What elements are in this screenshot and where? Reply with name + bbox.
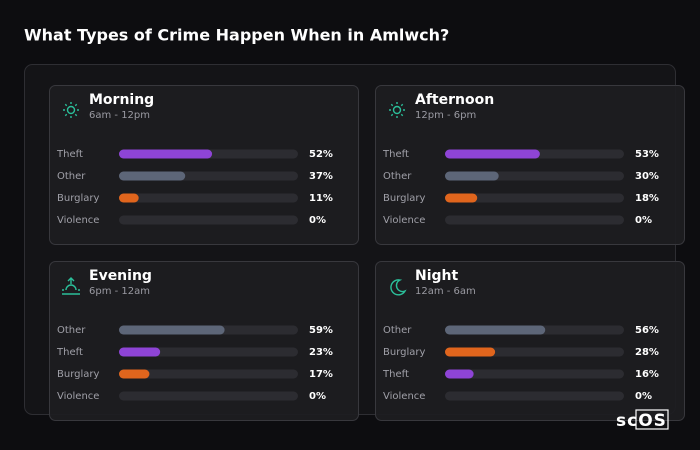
value-label: 30% bbox=[635, 171, 659, 182]
panel bbox=[375, 85, 685, 245]
bar bbox=[445, 347, 496, 357]
value-label: 23% bbox=[309, 347, 333, 358]
value-label: 0% bbox=[635, 391, 652, 402]
bar bbox=[119, 369, 150, 379]
bar bbox=[119, 149, 213, 159]
value-label: 59% bbox=[309, 325, 333, 336]
logo: scOS bbox=[616, 411, 667, 431]
bar bbox=[445, 325, 546, 335]
panel bbox=[49, 85, 359, 245]
sun-icon bbox=[389, 102, 405, 118]
bar bbox=[445, 171, 499, 181]
value-label: 56% bbox=[635, 325, 659, 336]
panel-subtitle: 12pm - 6pm bbox=[415, 110, 476, 121]
category-label: Violence bbox=[57, 215, 99, 226]
category-label: Theft bbox=[382, 149, 409, 160]
category-label: Other bbox=[57, 325, 86, 336]
bar-track bbox=[445, 193, 624, 203]
category-label: Burglary bbox=[383, 193, 425, 204]
panel bbox=[375, 261, 685, 421]
bar-track bbox=[445, 391, 624, 401]
category-label: Other bbox=[57, 171, 86, 182]
category-label: Theft bbox=[382, 369, 409, 380]
value-label: 17% bbox=[309, 369, 333, 380]
bar-track bbox=[119, 369, 298, 379]
sunrise-icon bbox=[62, 277, 80, 295]
moon-icon bbox=[390, 279, 407, 296]
value-label: 11% bbox=[309, 193, 333, 204]
category-label: Burglary bbox=[57, 193, 99, 204]
bar-track bbox=[445, 215, 624, 225]
panel-title: Afternoon bbox=[415, 92, 494, 108]
value-label: 0% bbox=[309, 215, 326, 226]
value-label: 28% bbox=[635, 347, 659, 358]
value-label: 0% bbox=[309, 391, 326, 402]
bar bbox=[119, 193, 139, 203]
category-label: Burglary bbox=[57, 369, 99, 380]
panel-subtitle: 6am - 12pm bbox=[89, 110, 150, 121]
value-label: 53% bbox=[635, 149, 659, 160]
value-label: 52% bbox=[309, 149, 333, 160]
value-label: 16% bbox=[635, 369, 659, 380]
panel bbox=[49, 261, 359, 421]
bar-track bbox=[119, 193, 298, 203]
sun-icon bbox=[63, 102, 79, 118]
panel-subtitle: 12am - 6am bbox=[415, 286, 476, 297]
panel-title: Night bbox=[415, 268, 459, 284]
value-label: 18% bbox=[635, 193, 659, 204]
category-label: Other bbox=[383, 171, 412, 182]
bar bbox=[445, 369, 474, 379]
bar bbox=[119, 347, 161, 357]
bar-track bbox=[119, 391, 298, 401]
panel-subtitle: 6pm - 12am bbox=[89, 286, 150, 297]
category-label: Violence bbox=[57, 391, 99, 402]
value-label: 37% bbox=[309, 171, 333, 182]
icons bbox=[62, 102, 407, 296]
logo-box bbox=[635, 409, 669, 430]
bar bbox=[119, 171, 186, 181]
value-label: 0% bbox=[635, 215, 652, 226]
category-label: Other bbox=[383, 325, 412, 336]
category-label: Theft bbox=[56, 149, 83, 160]
category-label: Violence bbox=[383, 391, 425, 402]
bar bbox=[445, 149, 540, 159]
bar bbox=[119, 325, 225, 335]
category-label: Burglary bbox=[383, 347, 425, 358]
bar-track bbox=[119, 215, 298, 225]
bar-track bbox=[119, 347, 298, 357]
panel-title: Morning bbox=[89, 92, 154, 108]
bar bbox=[445, 193, 478, 203]
category-label: Theft bbox=[56, 347, 83, 358]
category-label: Violence bbox=[383, 215, 425, 226]
page-title: What Types of Crime Happen When in Amlwc… bbox=[24, 26, 449, 45]
bar-track bbox=[445, 369, 624, 379]
panel-title: Evening bbox=[89, 268, 152, 284]
